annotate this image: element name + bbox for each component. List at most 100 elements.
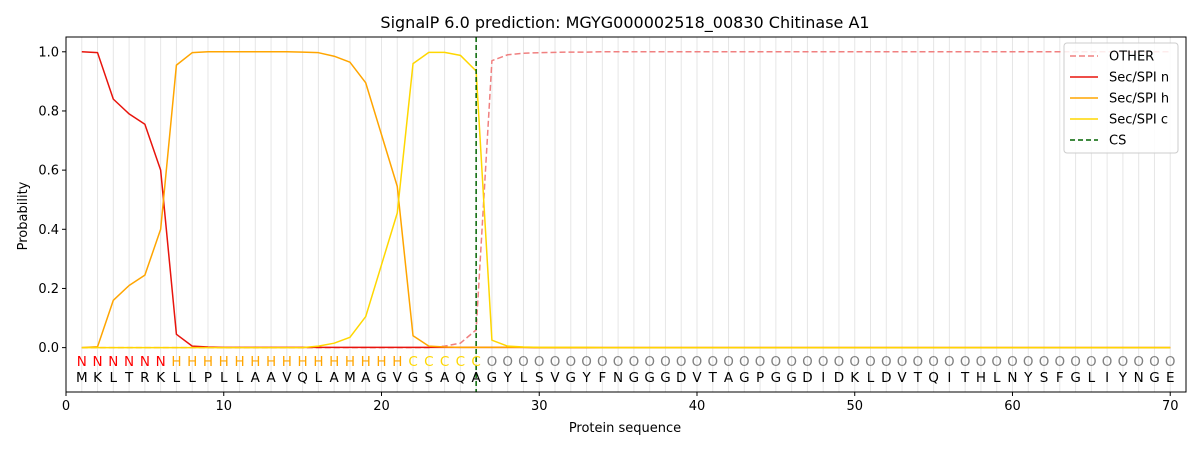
sequence-residue: Q	[297, 370, 308, 386]
sequence-residue: P	[756, 370, 764, 386]
sequence-residue: T	[124, 370, 134, 386]
x-axis-title: Protein sequence	[569, 421, 681, 436]
sequence-label: O	[723, 354, 734, 370]
sequence-label: O	[1054, 354, 1065, 370]
legend-label: Sec/SPI c	[1109, 113, 1168, 128]
sequence-annotations: NMNKNLNTNRNKHLHLHPHLHLHAHAHVHQHLHAHMHAHG…	[76, 354, 1176, 386]
sequence-residue: A	[330, 370, 340, 386]
x-tick-label: 70	[1162, 399, 1179, 414]
sequence-label: O	[865, 354, 876, 370]
sequence-label: C	[456, 354, 465, 370]
chart-title: SignalP 6.0 prediction: MGYG000002518_00…	[380, 13, 869, 33]
sequence-label: H	[187, 354, 197, 370]
sequence-label: N	[92, 354, 102, 370]
sequence-label: O	[565, 354, 576, 370]
x-tick-label: 0	[62, 399, 70, 414]
sequence-residue: V	[897, 370, 907, 386]
sequence-label: O	[1133, 354, 1144, 370]
sequence-label: O	[818, 354, 829, 370]
sequence-label: H	[234, 354, 244, 370]
sequence-label: O	[1039, 354, 1050, 370]
sequence-label: H	[345, 354, 355, 370]
sequence-label: H	[171, 354, 181, 370]
x-tick-label: 10	[215, 399, 232, 414]
y-tick-label: 1.0	[38, 45, 59, 60]
sequence-residue: D	[676, 370, 686, 386]
sequence-label: N	[77, 354, 87, 370]
sequence-label: O	[629, 354, 640, 370]
sequence-label: H	[298, 354, 308, 370]
sequence-label: H	[376, 354, 386, 370]
sequence-residue: G	[786, 370, 796, 386]
sequence-residue: H	[976, 370, 986, 386]
sequence-residue: L	[520, 370, 528, 386]
sequence-label: C	[424, 354, 433, 370]
sequence-residue: G	[739, 370, 749, 386]
sequence-residue: N	[1134, 370, 1144, 386]
sequence-label: O	[597, 354, 608, 370]
sequence-label: O	[534, 354, 545, 370]
plot-frame	[65, 36, 1187, 393]
sequence-label: O	[913, 354, 924, 370]
sequence-residue: M	[76, 370, 88, 386]
sequence-residue: L	[1088, 370, 1096, 386]
sequence-label: C	[440, 354, 449, 370]
x-tick-label: 30	[531, 399, 548, 414]
sequence-residue: K	[156, 370, 166, 386]
sequence-residue: G	[644, 370, 654, 386]
legend-label: OTHER	[1109, 50, 1154, 65]
sequence-label: O	[1102, 354, 1113, 370]
sequence-label: O	[897, 354, 908, 370]
sequence-label: O	[849, 354, 860, 370]
sequence-residue: G	[771, 370, 781, 386]
sequence-label: C	[408, 354, 417, 370]
sequence-label: O	[771, 354, 782, 370]
sequence-residue: M	[344, 370, 356, 386]
sequence-label: O	[1023, 354, 1034, 370]
sequence-residue: G	[376, 370, 386, 386]
sequence-label: O	[834, 354, 845, 370]
legend-label: Sec/SPI n	[1109, 71, 1169, 86]
sequence-label: H	[250, 354, 260, 370]
sequence-residue: G	[629, 370, 639, 386]
sequence-residue: I	[947, 370, 951, 386]
sequence-label: O	[944, 354, 955, 370]
sequence-residue: A	[251, 370, 261, 386]
sequence-residue: N	[613, 370, 623, 386]
sequence-residue: Q	[928, 370, 939, 386]
sequence-label: O	[676, 354, 687, 370]
sequence-residue: G	[660, 370, 670, 386]
sequence-residue: L	[867, 370, 875, 386]
sequence-label: O	[1007, 354, 1018, 370]
sequence-residue: L	[993, 370, 1001, 386]
sequence-label: O	[928, 354, 939, 370]
sequence-label: H	[313, 354, 323, 370]
sequence-label: O	[755, 354, 766, 370]
sequence-label: O	[550, 354, 561, 370]
sequence-label: H	[361, 354, 371, 370]
sequence-residue: F	[1056, 370, 1064, 386]
sequence-residue: L	[110, 370, 118, 386]
sequence-label: N	[140, 354, 150, 370]
sequence-label: H	[329, 354, 339, 370]
sequence-label: N	[156, 354, 166, 370]
sequence-label: H	[203, 354, 213, 370]
sequence-residue: E	[1166, 370, 1175, 386]
sequence-residue: Y	[581, 370, 591, 386]
sequence-residue: P	[204, 370, 212, 386]
sequence-label: H	[282, 354, 292, 370]
sequence-residue: L	[315, 370, 323, 386]
sequence-residue: L	[188, 370, 196, 386]
sequence-label: H	[266, 354, 276, 370]
sequence-label: O	[802, 354, 813, 370]
sequence-label: C	[471, 354, 480, 370]
legend-box	[1063, 42, 1179, 154]
y-tick-label: 0.0	[38, 341, 59, 356]
sequence-label: O	[1070, 354, 1081, 370]
sequence-residue: L	[220, 370, 228, 386]
sequence-residue: G	[1149, 370, 1159, 386]
sequence-residue: I	[1105, 370, 1109, 386]
sequence-label: O	[613, 354, 624, 370]
sequence-residue: K	[850, 370, 860, 386]
grid-lines	[81, 37, 1171, 392]
